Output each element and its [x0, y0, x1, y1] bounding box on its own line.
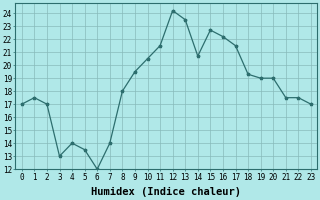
X-axis label: Humidex (Indice chaleur): Humidex (Indice chaleur): [92, 187, 241, 197]
